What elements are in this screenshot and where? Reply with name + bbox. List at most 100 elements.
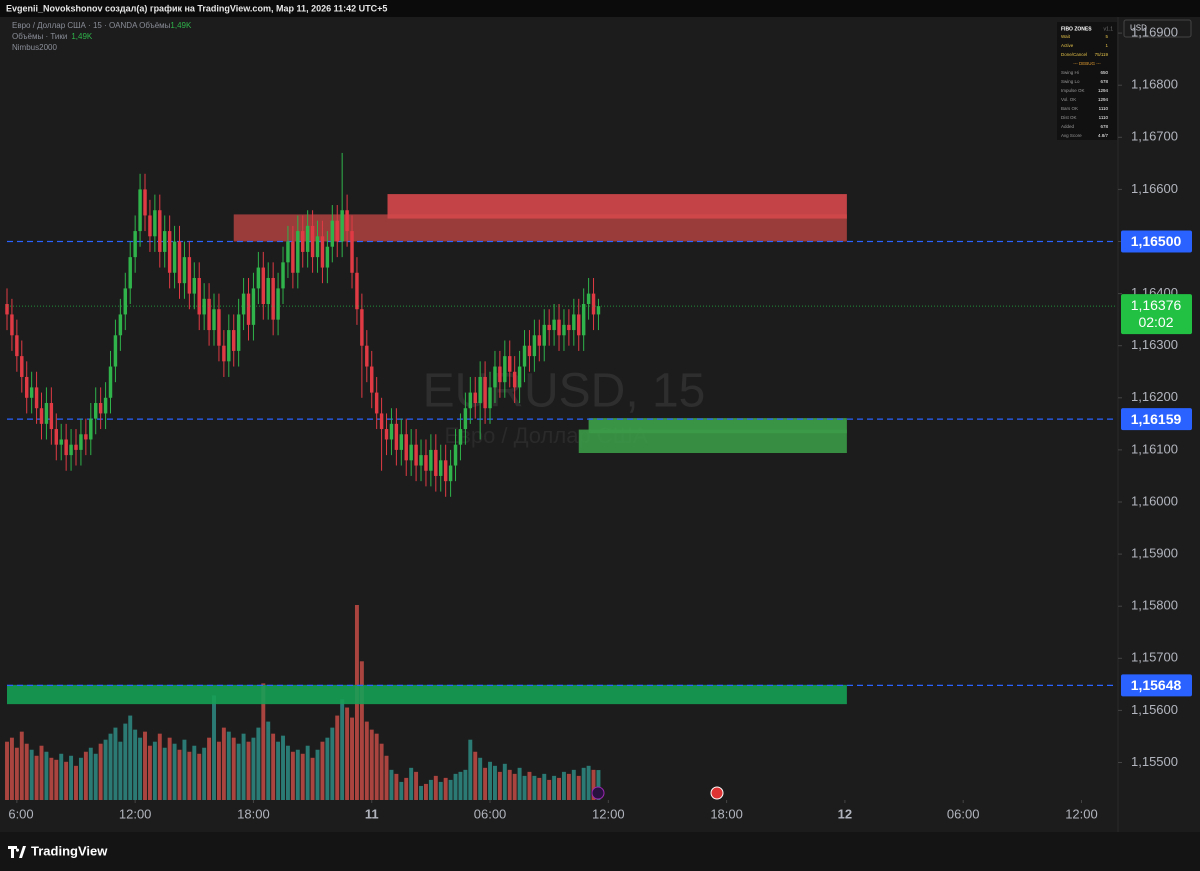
candle-body — [232, 330, 236, 351]
price-line-box — [1121, 408, 1192, 431]
volume-bar — [192, 745, 197, 800]
volume-bar — [473, 751, 478, 800]
volume-bar — [492, 765, 497, 800]
candle-body — [162, 231, 167, 252]
candle-body — [167, 231, 172, 273]
candle-body — [276, 288, 280, 320]
fibo-label: Avg Score — [1061, 133, 1082, 138]
candle-body — [281, 262, 285, 289]
candle-body — [503, 356, 507, 383]
volume-bar — [226, 731, 231, 800]
candle-body — [498, 366, 502, 383]
candle-body — [468, 392, 473, 409]
candle-body — [591, 293, 596, 315]
volume-bar — [423, 783, 428, 800]
volume-bar — [320, 741, 325, 800]
candle-body — [310, 225, 315, 258]
candle-body — [458, 429, 463, 445]
fibo-value: 678 — [1100, 124, 1108, 129]
countdown: 02:02 — [1138, 314, 1173, 330]
candle-body — [222, 345, 226, 362]
candle-body — [44, 403, 49, 424]
volume-bar — [340, 699, 345, 800]
volume-bar — [566, 773, 571, 800]
candle-body — [453, 444, 458, 466]
footer-bar — [0, 832, 1200, 871]
plot — [5, 152, 1115, 800]
candle-body — [236, 314, 241, 351]
volume-bar — [488, 761, 492, 800]
volume-bar — [428, 779, 433, 800]
volume-bar — [182, 739, 187, 800]
candle-body — [241, 293, 246, 315]
volume-bar — [497, 771, 502, 800]
volume-bar — [138, 737, 143, 800]
volume-bar — [207, 737, 212, 800]
candle-body — [10, 314, 14, 336]
candle-body — [133, 231, 137, 258]
candle-body — [217, 309, 221, 346]
candle-body — [197, 277, 201, 315]
candle-body — [547, 324, 551, 331]
candle-body — [429, 449, 433, 471]
candle-body — [532, 335, 537, 357]
volume-bar — [345, 707, 350, 800]
candle-body — [389, 423, 394, 440]
x-tick-label: 12:00 — [592, 806, 625, 821]
candle-body — [286, 241, 290, 263]
volume-bar — [527, 771, 532, 800]
candle-body — [542, 324, 546, 346]
volume-bar — [197, 753, 202, 800]
candle-body — [325, 246, 330, 268]
candle-body — [212, 309, 216, 331]
candle-body — [153, 210, 157, 237]
zone — [578, 429, 847, 454]
candle-body — [414, 444, 418, 466]
legend-symbol: Евро / Доллар США · 15 · OANDA Объёмы1,4… — [12, 21, 192, 30]
currency-box[interactable] — [1123, 19, 1192, 38]
candle-body — [301, 231, 305, 252]
volume-bar — [295, 749, 300, 800]
candle-body — [54, 429, 59, 445]
volume-bar — [128, 715, 133, 800]
legend-volume-text: Объёмы · Тики — [12, 32, 67, 41]
volume-bar — [34, 755, 39, 800]
volume-bar — [571, 769, 576, 800]
event-icon[interactable] — [710, 786, 724, 800]
candle-body — [581, 304, 586, 336]
volume-bar — [557, 777, 561, 800]
candle-body — [350, 231, 354, 273]
candle-body — [345, 210, 349, 232]
volume-bar — [221, 727, 226, 800]
candle-body — [399, 434, 404, 450]
candle-body — [138, 189, 142, 232]
volume-bar — [394, 773, 399, 800]
volume-bar — [384, 755, 389, 800]
candle-body — [39, 408, 44, 424]
volume-bar — [285, 745, 290, 800]
volume-bar — [133, 729, 138, 800]
volume-bar — [596, 770, 601, 800]
volume-bar — [522, 775, 527, 800]
volume-bar — [147, 745, 152, 800]
volume-bar — [448, 779, 453, 800]
y-tick-label: 1,16700 — [1131, 129, 1178, 144]
candle-body — [24, 376, 29, 398]
volume-bar — [93, 753, 98, 800]
fibo-label: Wait — [1061, 34, 1071, 39]
legend-symbol-text: Евро / Доллар США · 15 · OANDA Объёмы — [12, 21, 171, 30]
candle-body — [360, 309, 364, 346]
candle-body — [596, 306, 601, 315]
candle-body — [296, 231, 300, 273]
brand-logo — [8, 846, 26, 858]
legend-indicator: Nimbus2000 — [12, 43, 57, 52]
candle-body — [251, 288, 256, 325]
candle-body — [29, 387, 34, 398]
volume-bar — [212, 695, 216, 800]
candle-body — [69, 444, 73, 456]
volume-bar — [216, 741, 221, 800]
event-icon[interactable] — [591, 786, 605, 800]
candle-body — [355, 272, 359, 310]
candle-body — [577, 314, 581, 336]
